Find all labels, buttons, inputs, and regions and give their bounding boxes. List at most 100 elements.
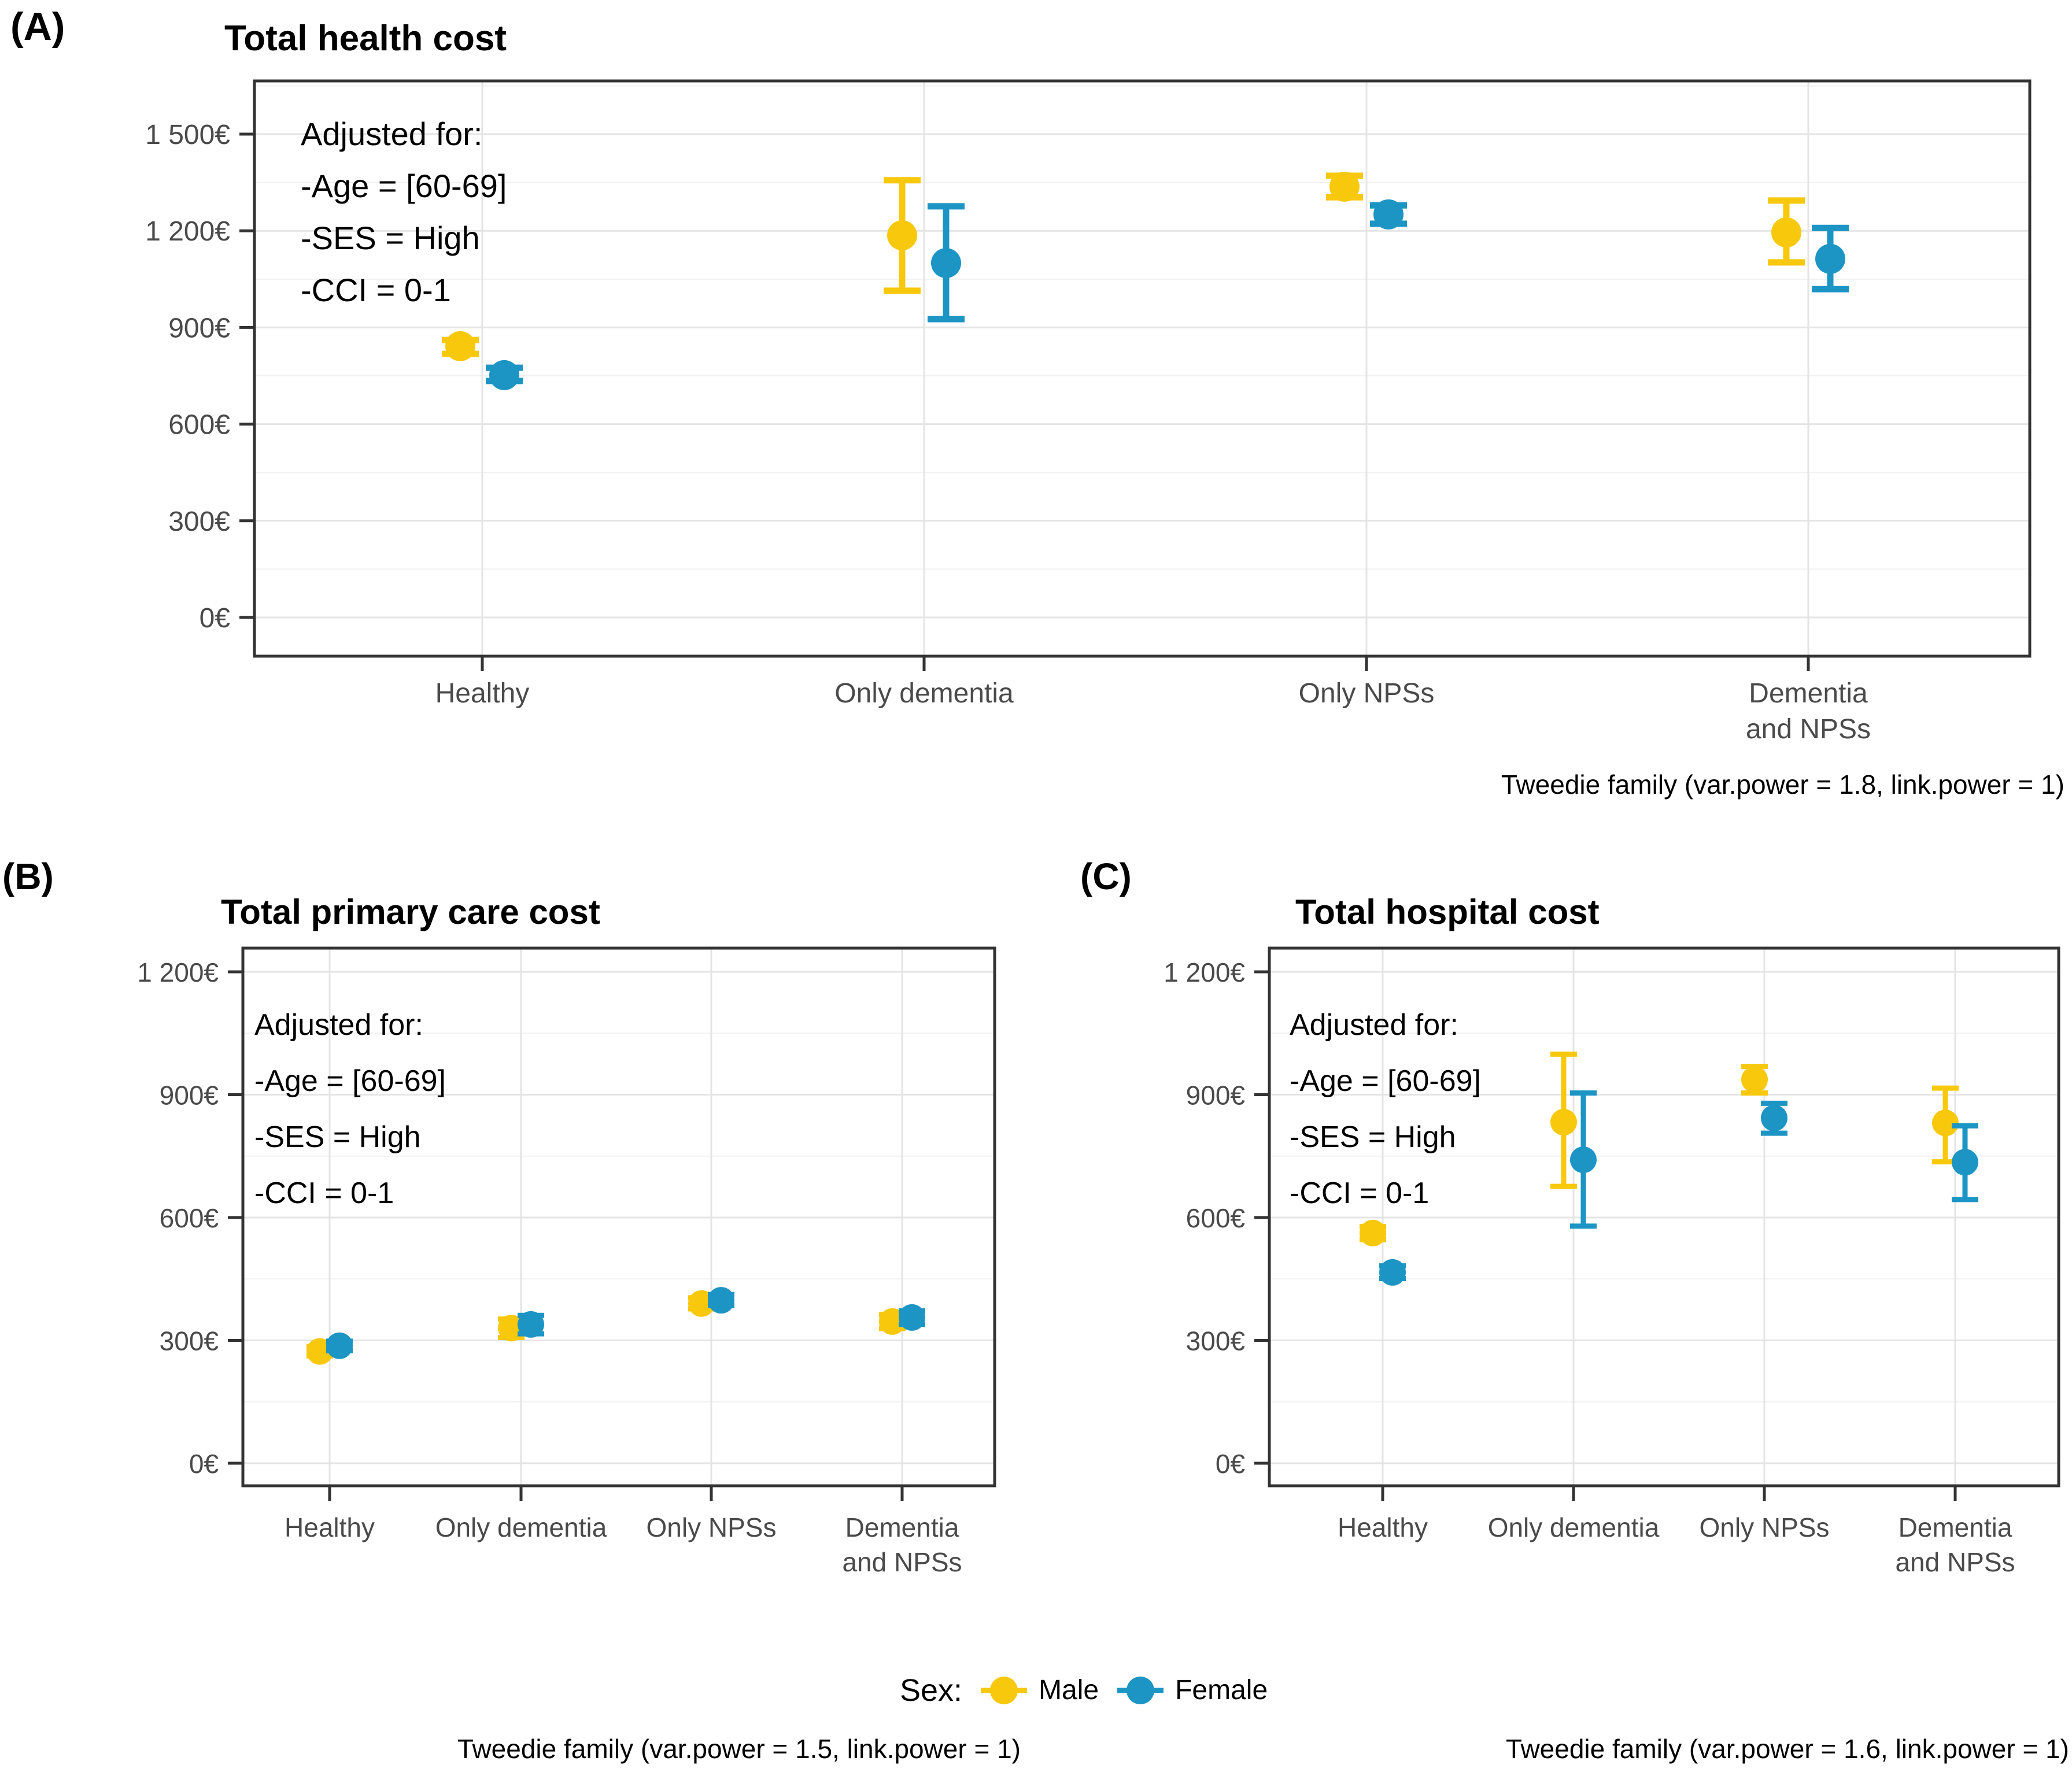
gridlines [1269, 948, 2059, 1486]
legend-title: Sex: [900, 1673, 963, 1708]
plot-background [254, 81, 2030, 656]
annotation-line: -SES = High [1290, 1120, 1456, 1154]
x-tick-label: and NPSs [1895, 1547, 2015, 1577]
y-tick-label: 300€ [1186, 1326, 1245, 1356]
annotation-line: -CCI = 0-1 [301, 272, 451, 308]
series-female [486, 199, 1849, 390]
data-point [1373, 199, 1404, 230]
adjusted-for-annotation: Adjusted for: -Age = [60-69] -SES = High -C… [1290, 1008, 1481, 1210]
y-tick-label: 600€ [1186, 1203, 1245, 1233]
sex-legend: Sex: Male Female [900, 1673, 1268, 1708]
data-point [899, 1304, 925, 1331]
panel-border [253, 79, 2032, 658]
y-tick-label: 0€ [1216, 1449, 1245, 1479]
data-point [1771, 217, 1801, 248]
panel-a-plot: 0€ 300€ 600€ 900€ 1 200€ 1 500€ Healthy Only de… [145, 79, 2032, 745]
female-pointrange-icon [1117, 1677, 1164, 1704]
male-pointrange-icon [981, 1677, 1028, 1704]
annotation-line: Adjusted for: [1290, 1008, 1458, 1042]
panel-a-tag: (A) [10, 5, 65, 49]
x-tick-label: Only NPSs [1299, 678, 1435, 709]
annotation-line: Adjusted for: [301, 116, 482, 152]
data-point [1932, 1109, 1959, 1137]
legend-label-male: Male [1039, 1675, 1099, 1705]
data-point [708, 1287, 734, 1314]
annotation-line: -CCI = 0-1 [254, 1176, 394, 1210]
gridlines [254, 81, 2030, 656]
data-point [1329, 171, 1360, 202]
panel-a-title: Total health cost [224, 18, 507, 58]
annotation-line: Adjusted for: [254, 1008, 423, 1042]
data-point [887, 220, 917, 251]
y-tick-label: 900€ [168, 313, 230, 343]
x-tick-label: Healthy [1338, 1512, 1428, 1542]
adjusted-for-annotation: Adjusted for: -Age = [60-69] -SES = High -C… [254, 1008, 446, 1210]
panel-b-tag: (B) [2, 856, 54, 897]
series-female [326, 1287, 925, 1359]
annotation-line: -Age = [60-69] [1290, 1064, 1481, 1098]
axes: 0€ 300€ 600€ 900€ 1 200€ Healthy Only dementia… [1164, 957, 2015, 1577]
x-tick-label: Only dementia [435, 1512, 607, 1542]
axes: 0€ 300€ 600€ 900€ 1 200€ Healthy Only dementia… [137, 957, 962, 1577]
data-point [1952, 1149, 1978, 1176]
data-point [1741, 1066, 1768, 1093]
x-tick-label: Only NPSs [647, 1512, 777, 1542]
panel-c-plot: 0€ 300€ 600€ 900€ 1 200€ Healthy Only dementia… [1164, 946, 2060, 1577]
legend-entry-female: Female [1114, 1673, 1268, 1708]
series-male [1360, 1051, 1959, 1246]
panel-c-caption: Tweedie family (var.power = 1.6, link.po… [1505, 1734, 2069, 1764]
data-point [1550, 1108, 1577, 1135]
axes: 0€ 300€ 600€ 900€ 1 200€ 1 500€ Healthy Only de… [145, 120, 1871, 745]
legend-label-female: Female [1175, 1675, 1268, 1705]
y-tick-label: 600€ [168, 410, 230, 441]
data-point [489, 360, 519, 390]
y-tick-label: 0€ [200, 603, 231, 634]
data-point [1815, 243, 1845, 274]
y-tick-label: 300€ [168, 506, 230, 537]
x-tick-label: Only NPSs [1700, 1512, 1830, 1542]
data-point [1570, 1146, 1597, 1174]
x-tick-label: Dementia [1899, 1512, 2012, 1542]
y-tick-label: 1 200€ [145, 216, 230, 247]
y-tick-label: 600€ [160, 1203, 219, 1233]
panel-b-plot: 0€ 300€ 600€ 900€ 1 200€ Healthy Only dementia… [137, 946, 996, 1577]
panel-border [1268, 946, 2060, 1488]
x-tick-label: Healthy [285, 1512, 375, 1542]
series-female [1379, 1090, 1978, 1286]
x-tick-label: Only dementia [834, 678, 1014, 709]
y-tick-label: 0€ [189, 1449, 219, 1479]
annotation-line: -Age = [60-69] [254, 1064, 446, 1098]
x-tick-label: Only dementia [1488, 1512, 1660, 1542]
annotation-line: -SES = High [254, 1120, 421, 1154]
y-tick-label: 900€ [1186, 1081, 1245, 1111]
x-tick-label: and NPSs [842, 1547, 962, 1577]
legend-entry-male: Male [977, 1673, 1099, 1708]
annotation-line: -Age = [60-69] [301, 168, 507, 204]
data-point [445, 331, 475, 361]
data-point [1360, 1219, 1386, 1246]
gridlines [243, 948, 995, 1486]
series-male [442, 171, 1805, 361]
panel-b-caption: Tweedie family (var.power = 1.5, link.po… [457, 1734, 1021, 1764]
adjusted-for-annotation: Adjusted for: -Age = [60-69] -SES = High -C… [301, 116, 507, 308]
y-tick-label: 900€ [160, 1081, 219, 1111]
x-tick-label: Dementia [845, 1512, 959, 1542]
panel-a-caption: Tweedie family (var.power = 1.8, link.po… [1501, 769, 2064, 800]
panel-c-tag: (C) [1080, 856, 1132, 897]
y-tick-label: 1 500€ [145, 120, 230, 150]
y-tick-label: 1 200€ [1164, 957, 1245, 987]
annotation-line: -CCI = 0-1 [1290, 1176, 1429, 1210]
y-tick-label: 300€ [160, 1326, 219, 1356]
data-point [326, 1332, 353, 1359]
data-point [931, 247, 961, 278]
data-point [1761, 1104, 1787, 1131]
panel-b-title: Total primary care cost [221, 893, 600, 931]
y-tick-label: 1 200€ [137, 957, 219, 987]
x-tick-label: Dementia [1749, 678, 1868, 709]
data-point [1379, 1259, 1406, 1286]
panel-c-title: Total hospital cost [1295, 893, 1600, 931]
x-tick-label: and NPSs [1746, 714, 1871, 745]
x-tick-label: Healthy [435, 678, 530, 709]
panel-border [241, 946, 996, 1488]
